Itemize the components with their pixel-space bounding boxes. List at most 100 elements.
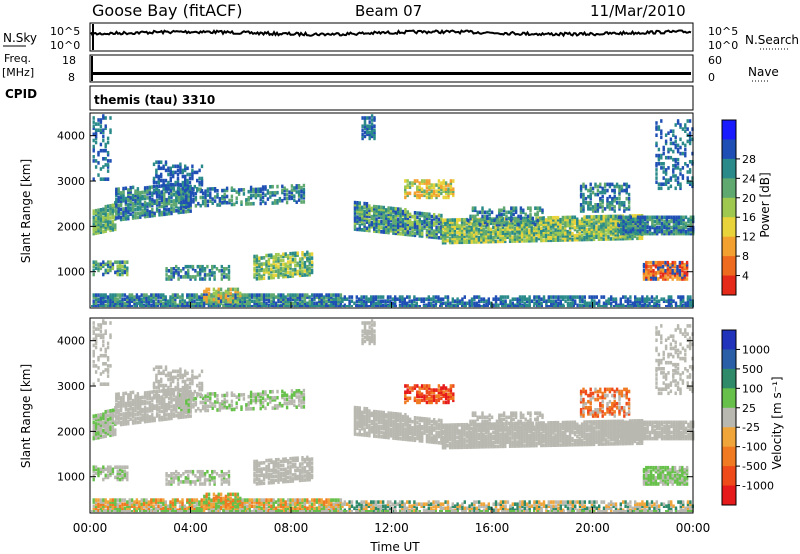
power-cell bbox=[636, 223, 640, 228]
power-cell bbox=[102, 134, 105, 139]
power-cell bbox=[353, 215, 357, 219]
power-cell bbox=[510, 206, 513, 210]
power-cell bbox=[468, 299, 471, 303]
power-cell bbox=[185, 196, 188, 200]
velocity-cell bbox=[94, 430, 98, 434]
power-cell bbox=[198, 176, 201, 181]
power-cell bbox=[241, 293, 244, 297]
power-cell bbox=[185, 194, 188, 198]
velocity-cell bbox=[106, 427, 110, 432]
power-cell bbox=[470, 232, 473, 236]
power-cell bbox=[685, 271, 689, 275]
power-cell bbox=[571, 231, 574, 236]
power-cell bbox=[224, 289, 228, 294]
power-cell bbox=[131, 201, 135, 206]
power-cell bbox=[300, 188, 303, 192]
velocity-cell bbox=[117, 408, 120, 413]
power-cell bbox=[664, 170, 668, 174]
power-ground-cell bbox=[679, 305, 681, 307]
power-cell bbox=[162, 166, 165, 171]
power-cell bbox=[595, 221, 598, 225]
power-cell bbox=[225, 273, 228, 277]
power-cell bbox=[585, 215, 589, 219]
power-cell bbox=[176, 295, 179, 299]
power-cell bbox=[208, 271, 211, 275]
power-cell bbox=[284, 262, 287, 267]
power-cell bbox=[267, 269, 271, 274]
cpid-text: themis (tau) 3310 bbox=[94, 93, 215, 107]
power-cell bbox=[246, 301, 249, 306]
power-cell bbox=[554, 220, 557, 224]
power-cell bbox=[102, 157, 105, 161]
power-cell bbox=[270, 253, 273, 257]
power-cell bbox=[201, 201, 205, 206]
power-cell bbox=[620, 186, 624, 191]
power-cell bbox=[358, 207, 361, 211]
power-cell bbox=[428, 193, 431, 198]
power-cell bbox=[619, 297, 622, 301]
power-cell bbox=[191, 267, 195, 271]
power-cell bbox=[217, 287, 220, 292]
power-cell bbox=[339, 301, 343, 306]
power-cell bbox=[170, 269, 173, 273]
power-cell bbox=[591, 205, 595, 209]
power-cell bbox=[97, 268, 100, 273]
power-cell bbox=[505, 216, 508, 221]
power-cell bbox=[404, 228, 407, 232]
power-cell bbox=[252, 193, 255, 198]
power-cell bbox=[534, 212, 537, 217]
power-cell bbox=[255, 258, 259, 263]
power-cell bbox=[470, 238, 473, 242]
velocity-cell bbox=[104, 426, 107, 430]
power-cell bbox=[463, 301, 466, 306]
power-cell bbox=[189, 264, 192, 269]
power-cell bbox=[189, 275, 192, 279]
power-cell bbox=[109, 226, 112, 230]
power-cell bbox=[116, 260, 119, 264]
power-cell bbox=[568, 229, 572, 234]
power-cell bbox=[162, 295, 165, 299]
power-cell bbox=[474, 208, 477, 213]
power-cell bbox=[425, 297, 428, 301]
power-cell bbox=[146, 190, 149, 194]
power-cell bbox=[444, 187, 448, 191]
power-ground-cell bbox=[265, 305, 267, 307]
power-cell bbox=[646, 223, 649, 228]
power-cell bbox=[599, 199, 602, 203]
velocity-cell bbox=[92, 420, 95, 425]
power-cell bbox=[154, 293, 158, 297]
power-cell bbox=[126, 299, 129, 303]
power-cell bbox=[421, 234, 424, 238]
power-cell bbox=[373, 229, 376, 233]
power-cell bbox=[538, 301, 541, 306]
power-cell bbox=[267, 293, 271, 297]
power-cell bbox=[162, 297, 165, 301]
power-cell bbox=[94, 299, 98, 303]
power-cell bbox=[661, 269, 665, 273]
power-cell bbox=[440, 236, 443, 240]
power-cell bbox=[657, 262, 660, 267]
power-cell bbox=[368, 212, 371, 217]
power-cell bbox=[94, 140, 98, 145]
power-cell bbox=[272, 263, 275, 267]
power-cell bbox=[606, 201, 609, 205]
power-cell bbox=[676, 147, 680, 152]
power-cell bbox=[404, 222, 407, 226]
power-cell bbox=[667, 301, 670, 306]
power-cell bbox=[672, 157, 675, 162]
power-cell bbox=[644, 227, 647, 232]
power-cell bbox=[442, 297, 445, 301]
power-cell bbox=[625, 188, 628, 193]
power-cell bbox=[109, 210, 112, 214]
power-cell bbox=[516, 235, 519, 239]
power-cell bbox=[387, 210, 390, 214]
power-cell bbox=[109, 224, 112, 228]
power-cell bbox=[629, 225, 632, 230]
power-cell bbox=[631, 303, 634, 308]
power-cell bbox=[106, 264, 110, 269]
power-cell bbox=[564, 219, 567, 224]
power-cell bbox=[646, 219, 649, 224]
power-cell bbox=[532, 232, 536, 237]
power-cell bbox=[399, 221, 402, 226]
power-cell bbox=[308, 266, 311, 271]
